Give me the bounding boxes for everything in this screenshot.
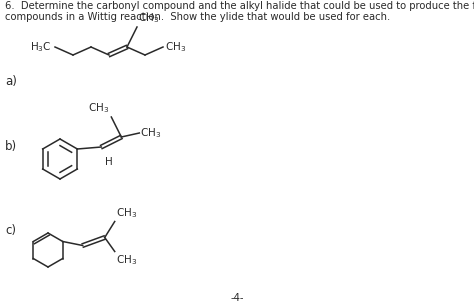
Text: c): c): [5, 224, 16, 237]
Text: $\mathregular{CH_3}$: $\mathregular{CH_3}$: [116, 254, 137, 267]
Text: $\mathregular{CH_3}$: $\mathregular{CH_3}$: [165, 40, 186, 54]
Text: 6.  Determine the carbonyl compound and the alkyl halide that could be used to p: 6. Determine the carbonyl compound and t…: [5, 1, 474, 11]
Text: $\mathregular{CH_3}$: $\mathregular{CH_3}$: [138, 11, 159, 25]
Text: $\mathregular{CH_3}$: $\mathregular{CH_3}$: [116, 207, 137, 220]
Text: b): b): [5, 140, 17, 153]
Text: -4-: -4-: [230, 293, 244, 303]
Text: a): a): [5, 75, 17, 88]
Text: $\mathregular{CH_3}$: $\mathregular{CH_3}$: [140, 126, 162, 140]
Text: compounds in a Wittig reaction.  Show the ylide that would be used for each.: compounds in a Wittig reaction. Show the…: [5, 12, 390, 22]
Text: H: H: [105, 157, 113, 167]
Text: $\mathregular{CH_3}$: $\mathregular{CH_3}$: [88, 101, 109, 115]
Text: $\mathregular{H_3C}$: $\mathregular{H_3C}$: [30, 40, 52, 54]
